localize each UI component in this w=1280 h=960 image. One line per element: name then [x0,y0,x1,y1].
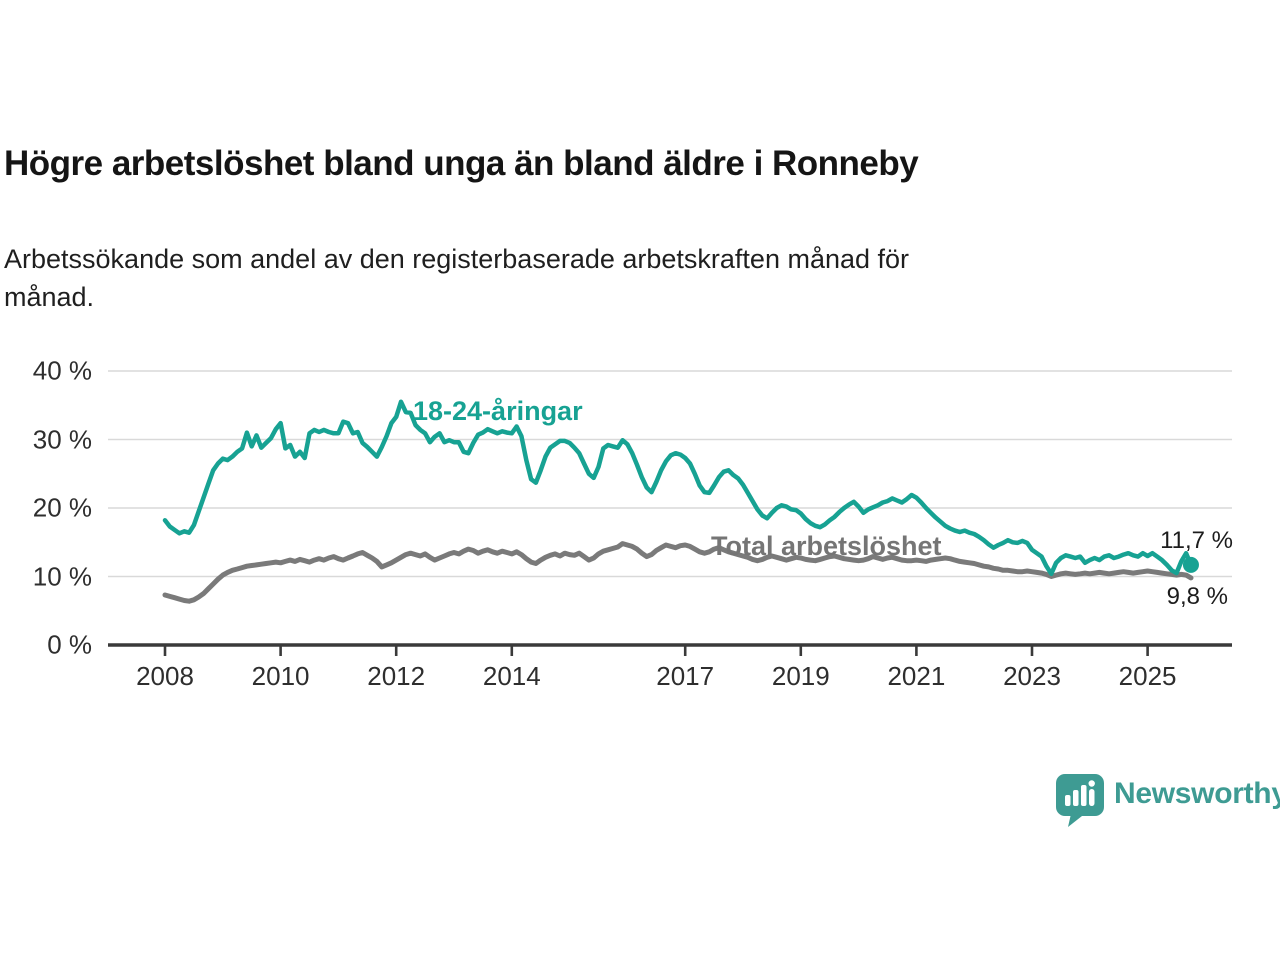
y-axis-label: 10 % [32,561,92,591]
young-series-line [162,399,1194,577]
x-axis-label: 2019 [771,661,830,691]
page-title: Högre arbetslöshet bland unga än bland ä… [4,144,919,183]
x-axis-label: 2025 [1118,661,1177,691]
series-label-young: 18-24-åringar [413,396,583,426]
series-label-total: Total arbetslöshet [711,531,942,561]
x-axis-label: 2023 [1003,661,1061,691]
x-axis-label: 2021 [887,661,946,691]
y-axis-label: 40 % [32,355,92,386]
x-axis-label: 2008 [136,661,194,691]
newsworthy-logo-text: Newsworthy [1114,777,1280,810]
young-series-endpoint-dot [1182,556,1199,573]
x-axis-label: 2010 [251,661,310,691]
end-value-total: 9,8 % [1166,583,1228,610]
subtitle-line-1: Arbetssökande som andel av den registerb… [4,244,910,274]
newsworthy-logo-icon [1056,774,1104,827]
end-value-young: 11,7 % [1160,527,1233,554]
newsworthy-logo: Newsworthy [1056,774,1280,828]
x-axis-label: 2017 [656,661,715,691]
y-axis-label: 30 % [32,424,92,454]
y-axis-label: 20 % [32,492,92,523]
subtitle-line-2: månad. [4,282,95,312]
chart-subtitle: Arbetssökande som andel av den registerb… [4,240,1204,316]
x-axis-label: 2012 [367,661,426,691]
x-axis-label: 2014 [482,661,541,691]
y-axis-label: 0 % [47,629,92,660]
total-series-line [162,541,1194,604]
